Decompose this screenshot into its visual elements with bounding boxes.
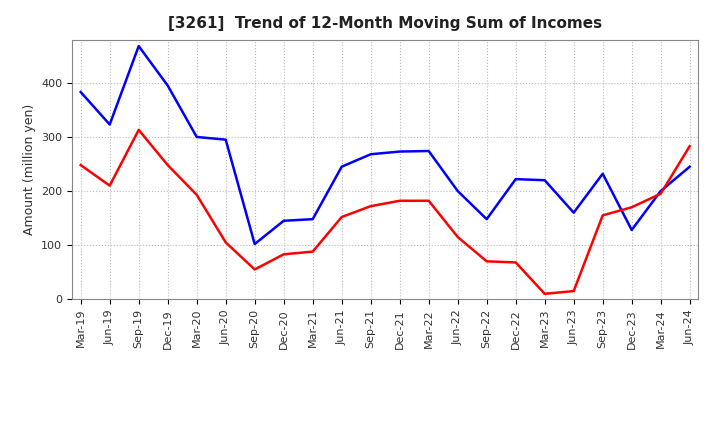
Net Income [395, 198, 404, 203]
Ordinary Income [454, 188, 462, 194]
Ordinary Income [627, 227, 636, 233]
Ordinary Income [105, 122, 114, 127]
Ordinary Income [395, 149, 404, 154]
Line: Ordinary Income: Ordinary Income [81, 46, 690, 244]
Net Income [192, 192, 201, 198]
Net Income [105, 183, 114, 188]
Net Income [627, 205, 636, 210]
Net Income [570, 289, 578, 294]
Ordinary Income [76, 89, 85, 95]
Net Income [598, 213, 607, 218]
Net Income [163, 162, 172, 168]
Net Income [251, 267, 259, 272]
Net Income [338, 214, 346, 220]
Ordinary Income [685, 164, 694, 169]
Net Income [511, 260, 520, 265]
Ordinary Income [308, 216, 317, 222]
Ordinary Income [424, 148, 433, 154]
Net Income [76, 162, 85, 168]
Ordinary Income [135, 44, 143, 49]
Y-axis label: Amount (million yen): Amount (million yen) [22, 104, 35, 235]
Net Income [482, 259, 491, 264]
Ordinary Income [657, 188, 665, 194]
Ordinary Income [541, 178, 549, 183]
Net Income [308, 249, 317, 254]
Net Income [541, 291, 549, 297]
Ordinary Income [221, 137, 230, 142]
Ordinary Income [366, 152, 375, 157]
Ordinary Income [570, 210, 578, 215]
Ordinary Income [163, 83, 172, 88]
Net Income [657, 191, 665, 196]
Ordinary Income [338, 164, 346, 169]
Net Income [424, 198, 433, 203]
Line: Net Income: Net Income [81, 130, 690, 294]
Ordinary Income [192, 134, 201, 139]
Ordinary Income [598, 171, 607, 176]
Net Income [135, 127, 143, 132]
Ordinary Income [482, 216, 491, 222]
Net Income [221, 240, 230, 245]
Net Income [366, 204, 375, 209]
Title: [3261]  Trend of 12-Month Moving Sum of Incomes: [3261] Trend of 12-Month Moving Sum of I… [168, 16, 602, 32]
Ordinary Income [279, 218, 288, 224]
Ordinary Income [511, 176, 520, 182]
Net Income [454, 235, 462, 240]
Ordinary Income [251, 242, 259, 247]
Net Income [685, 143, 694, 149]
Net Income [279, 252, 288, 257]
